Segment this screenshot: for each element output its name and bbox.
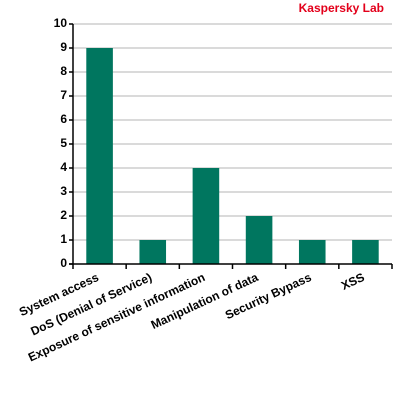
bar — [192, 168, 220, 264]
y-tick-label: 0 — [60, 256, 67, 270]
x-tick-label: XSS — [339, 270, 367, 293]
y-tick-label: 3 — [60, 184, 67, 198]
bar — [352, 240, 379, 264]
y-tick-label: 10 — [54, 16, 68, 30]
y-tick-label: 5 — [60, 136, 67, 150]
y-tick-label: 1 — [60, 232, 67, 246]
y-tick-label: 9 — [60, 40, 67, 54]
bar — [245, 216, 273, 264]
bar — [139, 240, 167, 264]
y-tick-label: 2 — [60, 208, 67, 222]
y-tick-label: 7 — [60, 88, 67, 102]
y-tick-label: 8 — [60, 64, 67, 78]
chart-credit: Kaspersky Lab — [299, 1, 384, 15]
bar — [86, 48, 113, 264]
bar — [298, 240, 326, 264]
y-tick-label: 6 — [60, 112, 67, 126]
y-tick-label: 4 — [60, 160, 67, 174]
